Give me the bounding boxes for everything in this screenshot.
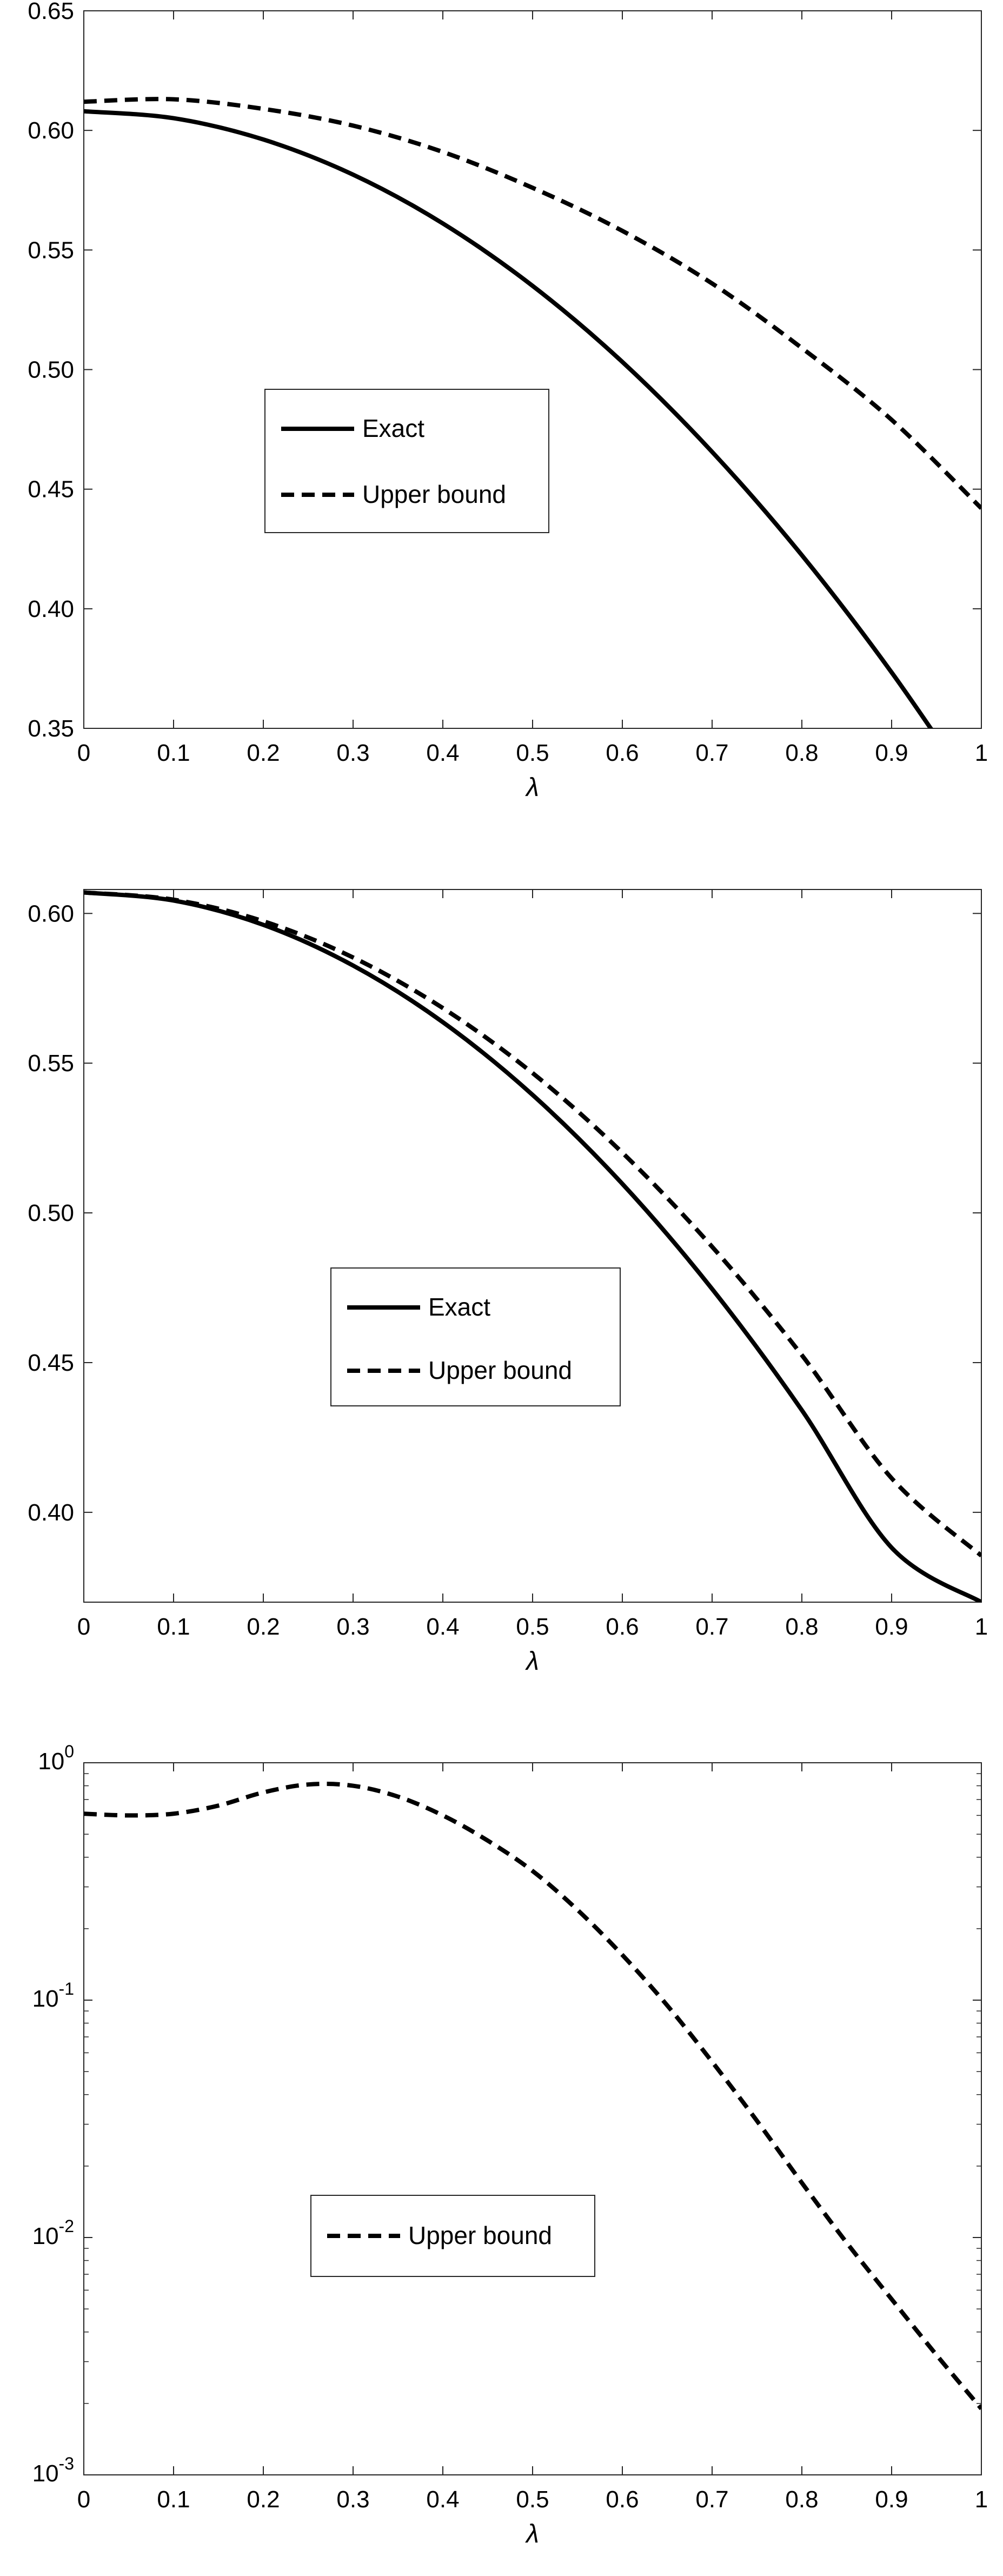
legend-label-2: Upper bound bbox=[362, 480, 506, 508]
x-tick-label: 0.5 bbox=[516, 1614, 549, 1640]
chart-panel-3: 0 0.1 0.2 0.3 0.4 0.5 0.6 0.7 0.8 0.9 1 100 10-1 10-2… bbox=[32, 1742, 988, 2548]
legend: Exact Upper bound bbox=[264, 389, 549, 533]
x-tick-label: 0.7 bbox=[695, 2486, 728, 2513]
x-tick-label: 0.8 bbox=[785, 740, 818, 766]
legend-label-2: Upper bound bbox=[428, 1356, 572, 1384]
legend: Upper bound bbox=[310, 2195, 595, 2277]
y-tick-label: 0.55 bbox=[28, 1050, 74, 1077]
x-tick-label: 0.2 bbox=[247, 740, 280, 766]
x-tick-label: 0 bbox=[77, 740, 90, 766]
x-tick-label: 0.9 bbox=[875, 2486, 908, 2513]
x-tick-label: 0.7 bbox=[695, 740, 728, 766]
x-tick-label: 0.9 bbox=[875, 1614, 908, 1640]
x-tick-label: 0.8 bbox=[785, 1614, 818, 1640]
chart-panel-1: 0 0.1 0.2 0.3 0.4 0.5 0.6 0.7 0.8 0.9 1 0.35 0.40 0.4… bbox=[28, 0, 988, 802]
x-tick-label: 0.3 bbox=[336, 2486, 369, 2513]
x-tick-label: 0.9 bbox=[875, 740, 908, 766]
series-line-2 bbox=[84, 890, 981, 1558]
y-tick-label: 100 bbox=[38, 1742, 74, 1775]
x-tick-label: 0.8 bbox=[785, 2486, 818, 2513]
y-tick-label: 0.45 bbox=[28, 1350, 74, 1376]
x-tick-label: 0.2 bbox=[247, 2486, 280, 2513]
x-tick-label: 1 bbox=[975, 1614, 988, 1640]
series-line-1 bbox=[84, 890, 981, 1602]
x-tick-label: 0.6 bbox=[606, 740, 639, 766]
legend-label-1: Exact bbox=[362, 414, 424, 442]
x-tick-label: 0.4 bbox=[426, 740, 459, 766]
series-group bbox=[84, 890, 981, 1602]
x-tick-label: 0.4 bbox=[426, 1614, 459, 1640]
x-tick-label: 0.1 bbox=[157, 2486, 190, 2513]
legend: Exact Upper bound bbox=[330, 1267, 621, 1406]
legend-label-1: Exact bbox=[428, 1293, 490, 1321]
x-tick-label: 0.7 bbox=[695, 1614, 728, 1640]
y-tick-label: 0.60 bbox=[28, 900, 74, 927]
legend-box bbox=[330, 1267, 621, 1406]
x-tick-label: 0.5 bbox=[516, 740, 549, 766]
series-line-2 bbox=[84, 97, 981, 510]
series-group bbox=[84, 97, 981, 728]
x-tick-label: 0.1 bbox=[157, 740, 190, 766]
y-tick-label: 0.40 bbox=[28, 1499, 74, 1526]
x-tick-label: 0.2 bbox=[247, 1614, 280, 1640]
chart-panel-2: 0 0.1 0.2 0.3 0.4 0.5 0.6 0.7 0.8 0.9 1 0.40 0.45 0.5… bbox=[28, 889, 988, 1676]
legend-box bbox=[264, 389, 549, 533]
x-axis-label: λ bbox=[524, 1647, 539, 1676]
x-tick-label: 0.4 bbox=[426, 2486, 459, 2513]
y-tick-label: 0.55 bbox=[28, 237, 74, 263]
y-tick-label: 0.35 bbox=[28, 715, 74, 742]
x-tick-label: 0.6 bbox=[606, 2486, 639, 2513]
x-tick-label: 0.3 bbox=[336, 740, 369, 766]
y-tick-label: 0.50 bbox=[28, 357, 74, 383]
x-tick-label: 0 bbox=[77, 1614, 90, 1640]
y-tick-label: 0.65 bbox=[28, 0, 74, 24]
x-tick-label: 0 bbox=[77, 2486, 90, 2513]
legend-label-1: Upper bound bbox=[408, 2221, 552, 2249]
y-tick-label: 0.40 bbox=[28, 596, 74, 622]
x-tick-label: 0.5 bbox=[516, 2486, 549, 2513]
x-tick-label: 1 bbox=[975, 2486, 988, 2513]
x-tick-label: 0.3 bbox=[336, 1614, 369, 1640]
y-tick-label: 0.60 bbox=[28, 117, 74, 144]
x-axis-label: λ bbox=[524, 773, 539, 802]
plots: 0 0.1 0.2 0.3 0.4 0.5 0.6 0.7 0.8 0.9 10.350.400.4… bbox=[28, 0, 988, 2548]
x-axis-label: λ bbox=[524, 2520, 539, 2548]
y-tick-label: 0.45 bbox=[28, 476, 74, 503]
y-tick-label: 10-1 bbox=[32, 1979, 74, 2012]
x-tick-label: 0.6 bbox=[606, 1614, 639, 1640]
x-tick-label: 0.1 bbox=[157, 1614, 190, 1640]
y-tick-label: 10-2 bbox=[32, 2216, 74, 2249]
x-tick-label: 1 bbox=[975, 740, 988, 766]
y-tick-label: 10-3 bbox=[32, 2454, 74, 2487]
series-line-1 bbox=[84, 109, 934, 728]
y-tick-label: 0.50 bbox=[28, 1200, 74, 1226]
